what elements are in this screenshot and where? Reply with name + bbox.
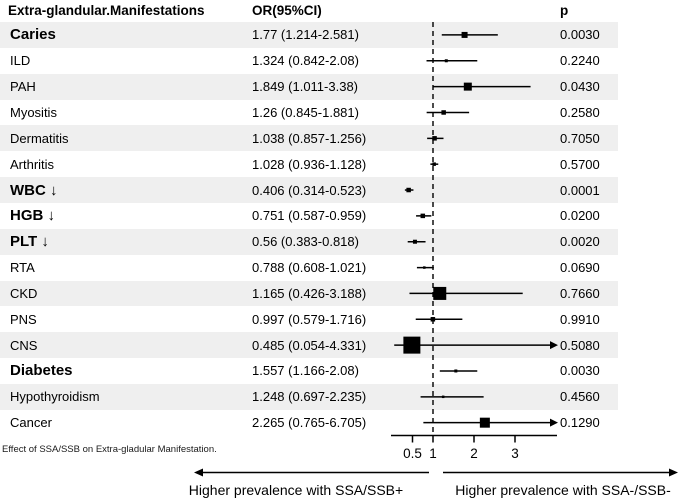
table-row: Diabetes 1.557 (1.166-2.08) 0.0030 xyxy=(0,358,618,384)
or-marker xyxy=(432,162,436,166)
right-arrowhead-icon xyxy=(669,468,678,477)
row-label: CNS xyxy=(10,337,38,353)
row-or-ci-value: 1.26 (0.845-1.881) xyxy=(252,104,359,120)
or-marker xyxy=(433,286,447,300)
left-arrowhead-icon xyxy=(194,468,203,477)
row-p-value: 0.7050 xyxy=(560,130,600,146)
table-row: Myositis 1.26 (0.845-1.881) 0.2580 xyxy=(0,100,618,126)
row-or-ci-value: 1.557 (1.166-2.08) xyxy=(252,363,359,379)
row-or-ci-value: 1.849 (1.011-3.38) xyxy=(252,79,358,95)
or-marker xyxy=(412,239,417,244)
x-tick-label: 2 xyxy=(470,446,478,461)
ci-clip-arrow xyxy=(550,418,558,427)
row-label: RTA xyxy=(10,260,35,276)
row-label: Myositis xyxy=(10,104,57,120)
or-marker xyxy=(423,266,426,269)
table-row: Caries 1.77 (1.214-2.581) 0.0030 xyxy=(0,22,618,48)
ci-clip-arrow xyxy=(550,341,558,350)
x-tick-label: 1 xyxy=(429,446,437,461)
row-or-ci-value: 0.751 (0.587-0.959) xyxy=(252,208,367,224)
row-label: HGB ↓ xyxy=(10,207,55,225)
row-or-ci-value: 1.165 (0.426-3.188) xyxy=(252,285,367,301)
column-header-manifestations: Extra-glandular.Manifestations xyxy=(8,3,205,18)
table-row: ILD 1.324 (0.842-2.08) 0.2240 xyxy=(0,48,618,74)
row-p-value: 0.0030 xyxy=(560,363,600,379)
row-or-ci-value: 0.56 (0.383-0.818) xyxy=(252,234,359,250)
row-p-value: 0.2580 xyxy=(560,104,600,120)
row-or-ci-value: 1.028 (0.936-1.128) xyxy=(252,156,367,172)
row-p-value: 0.2240 xyxy=(560,53,600,69)
row-or-ci-value: 1.324 (0.842-2.08) xyxy=(252,53,359,69)
table-row: WBC ↓ 0.406 (0.314-0.523) 0.0001 xyxy=(0,177,618,203)
row-label: Arthritis xyxy=(10,156,55,172)
or-marker xyxy=(406,187,411,193)
row-p-value: 0.1290 xyxy=(560,415,600,431)
or-marker xyxy=(461,31,468,38)
or-marker xyxy=(454,369,458,373)
row-p-value: 0.0030 xyxy=(560,27,600,43)
row-p-value: 0.9910 xyxy=(560,311,600,327)
table-row: Hypothyroidism 1.248 (0.697-2.235) 0.4560 xyxy=(0,383,618,410)
x-tick-label: 0.5 xyxy=(403,446,422,461)
row-p-value: 0.5700 xyxy=(560,156,600,172)
or-marker xyxy=(430,317,436,322)
row-or-ci-value: 0.406 (0.314-0.523) xyxy=(252,182,367,198)
row-label: Caries xyxy=(10,26,56,44)
row-or-ci-value: 0.997 (0.579-1.716) xyxy=(252,311,367,327)
table-row: Cancer 2.265 (0.765-6.705) 0.1290 xyxy=(0,410,618,436)
table-row: HGB ↓ 0.751 (0.587-0.959) 0.0200 xyxy=(0,203,618,229)
row-label: PNS xyxy=(10,311,37,327)
or-marker xyxy=(441,110,446,115)
row-or-ci-value: 0.485 (0.054-4.331) xyxy=(252,337,367,353)
or-marker xyxy=(444,59,448,63)
or-marker xyxy=(463,82,472,91)
row-or-ci-value: 0.788 (0.608-1.021) xyxy=(252,260,367,276)
row-or-ci-value: 1.038 (0.857-1.256) xyxy=(252,130,367,146)
or-marker xyxy=(479,417,490,428)
row-p-value: 0.0020 xyxy=(560,234,600,250)
row-p-value: 0.0690 xyxy=(560,260,600,276)
or-marker xyxy=(432,136,437,141)
right-arrow-label: Higher prevalence with SSA-/SSB- xyxy=(455,482,671,498)
figure-footnote: Effect of SSA/SSB on Extra-gladular Mani… xyxy=(2,444,217,455)
x-tick-label: 3 xyxy=(511,446,519,461)
column-header-or-ci: OR(95%CI) xyxy=(252,3,322,18)
column-header-p: p xyxy=(560,3,569,18)
row-label: ILD xyxy=(10,53,31,69)
row-label: WBC ↓ xyxy=(10,181,58,199)
row-label: CKD xyxy=(10,285,38,301)
row-p-value: 0.0430 xyxy=(560,79,600,95)
row-label: Hypothyroidism xyxy=(10,389,100,405)
table-row: Arthritis 1.028 (0.936-1.128) 0.5700 xyxy=(0,151,618,177)
row-label: Dermatitis xyxy=(10,130,69,146)
left-arrow-label: Higher prevalence with SSA/SSB+ xyxy=(188,482,404,498)
row-p-value: 0.0001 xyxy=(560,182,600,198)
row-p-value: 0.7660 xyxy=(560,285,600,301)
row-label: Cancer xyxy=(10,415,52,431)
row-p-value: 0.4560 xyxy=(560,389,600,405)
row-label: PLT ↓ xyxy=(10,233,49,251)
table-row: RTA 0.788 (0.608-1.021) 0.0690 xyxy=(0,255,618,281)
row-p-value: 0.5080 xyxy=(560,337,600,353)
row-label: PAH xyxy=(10,79,36,95)
row-or-ci-value: 1.77 (1.214-2.581) xyxy=(252,27,359,43)
table-row: PAH 1.849 (1.011-3.38) 0.0430 xyxy=(0,73,618,100)
or-marker xyxy=(420,213,426,219)
table-row: PLT ↓ 0.56 (0.383-0.818) 0.0020 xyxy=(0,228,618,255)
row-or-ci-value: 1.248 (0.697-2.235) xyxy=(252,389,367,405)
row-p-value: 0.0200 xyxy=(560,208,600,224)
row-label: Diabetes xyxy=(10,362,73,380)
table-row: PNS 0.997 (0.579-1.716) 0.9910 xyxy=(0,306,618,332)
row-or-ci-value: 2.265 (0.765-6.705) xyxy=(252,415,367,431)
or-marker xyxy=(441,395,445,399)
or-marker xyxy=(403,336,421,354)
table-row: Dermatitis 1.038 (0.857-1.256) 0.7050 xyxy=(0,125,618,152)
